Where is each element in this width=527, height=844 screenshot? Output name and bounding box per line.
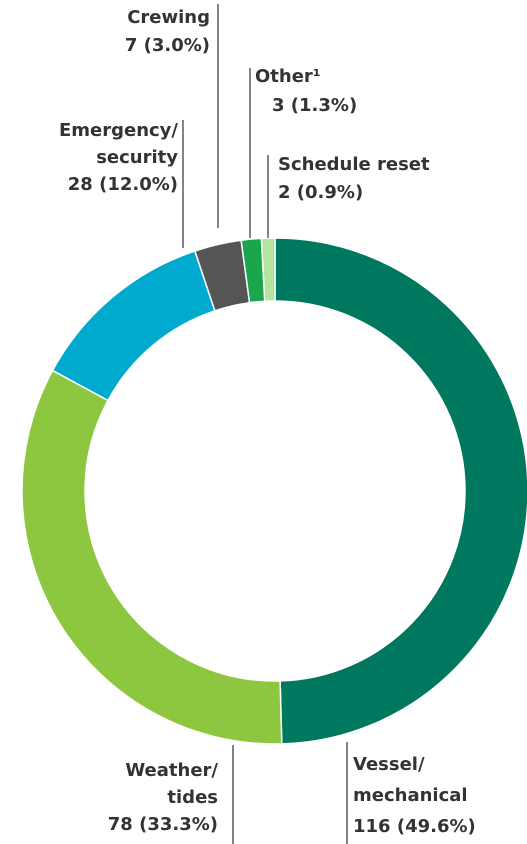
value-label: 116 (49.6%) <box>353 816 476 837</box>
label-line: Emergency/ <box>59 120 178 141</box>
donut-slice <box>260 237 276 303</box>
slice-label: Weather/tides <box>125 760 218 808</box>
value-label: 7 (3.0%) <box>125 35 210 56</box>
label-line: Schedule reset <box>278 154 430 175</box>
label-line: Weather/ <box>125 760 218 781</box>
donut-slice <box>51 250 216 402</box>
label-line: Other¹ <box>255 66 321 87</box>
slice-label: Other¹ <box>255 66 321 87</box>
label-line: tides <box>167 787 218 808</box>
donut-slice <box>21 369 283 745</box>
slice-label: Vessel/mechanical <box>353 754 468 806</box>
slice-label: Emergency/security <box>59 120 178 168</box>
value-label: 2 (0.9%) <box>278 182 363 203</box>
value-label: 28 (12.0%) <box>68 174 178 195</box>
slice-label: Schedule reset <box>278 154 430 175</box>
label-line: Crewing <box>127 7 210 28</box>
label-line: mechanical <box>353 785 468 806</box>
donut-slice <box>274 237 527 745</box>
value-label: 3 (1.3%) <box>272 95 357 116</box>
label-line: Vessel/ <box>353 754 425 775</box>
value-label: 78 (33.3%) <box>108 814 218 835</box>
label-line: security <box>96 147 178 168</box>
slice-label: Crewing <box>127 7 210 28</box>
